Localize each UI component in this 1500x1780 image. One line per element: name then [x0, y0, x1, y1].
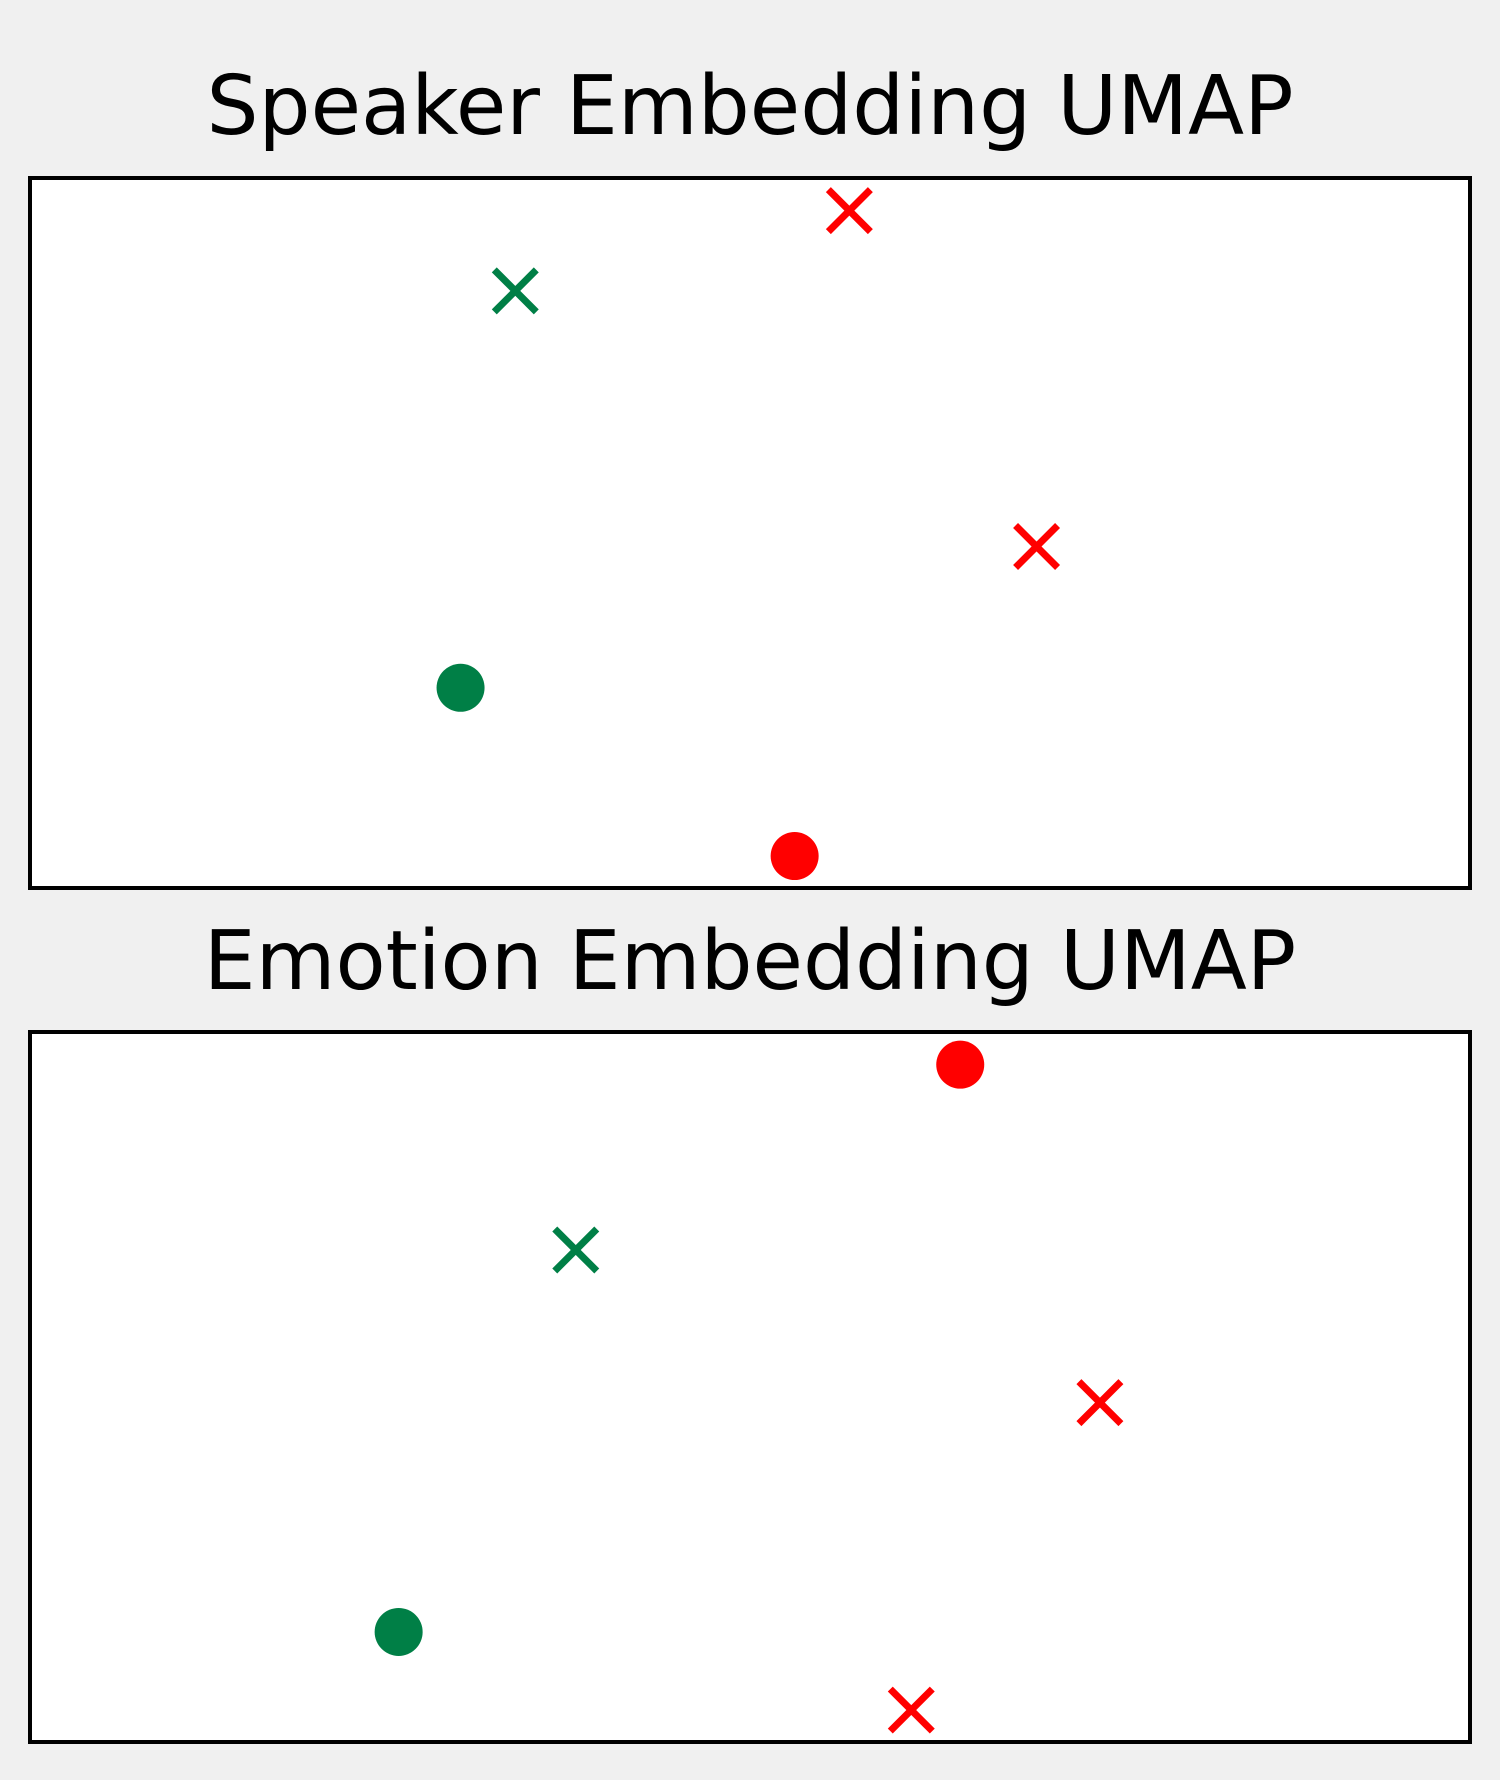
- emotion-umap-title: Emotion Embedding UMAP: [203, 914, 1297, 1009]
- scatter-point-x: [491, 267, 539, 315]
- speaker-umap-title: Speaker Embedding UMAP: [206, 59, 1294, 154]
- scatter-point-circle: [770, 832, 819, 881]
- scatter-point-x: [887, 1686, 935, 1734]
- emotion-umap-plot: [28, 1030, 1472, 1744]
- scatter-point-circle: [936, 1040, 985, 1089]
- scatter-point-x: [552, 1226, 600, 1274]
- scatter-point-x: [1076, 1379, 1124, 1427]
- scatter-point-circle: [374, 1607, 423, 1656]
- speaker-umap-plot: [28, 176, 1472, 890]
- scatter-point-circle: [436, 663, 485, 712]
- plot-area-frame: [28, 176, 1472, 890]
- plot-area-frame: [28, 1030, 1472, 1744]
- scatter-point-x: [1013, 523, 1061, 570]
- scatter-point-x: [825, 187, 873, 235]
